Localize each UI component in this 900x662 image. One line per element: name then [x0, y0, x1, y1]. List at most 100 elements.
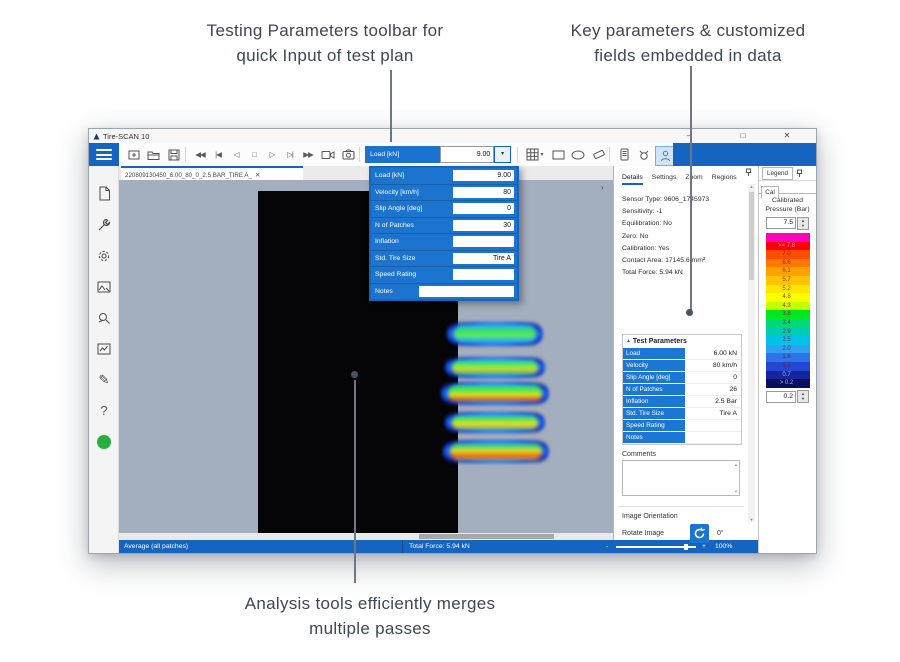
legend-max-input[interactable]: 7.5: [766, 217, 796, 229]
test-parameters-header[interactable]: ▲ Test Parameters: [623, 335, 741, 348]
annotation-line: quick Input of test plan: [236, 46, 414, 65]
test-parameter-value[interactable]: 80 km/h: [685, 360, 741, 372]
tab-settings[interactable]: Settings: [651, 174, 677, 181]
dropdown-row-input[interactable]: 0: [453, 203, 514, 215]
zoom-out-button[interactable]: -: [606, 543, 609, 550]
pin-icon[interactable]: [796, 169, 803, 178]
fast-forward-icon[interactable]: ▶▶: [303, 150, 314, 159]
rectangle-tool-button[interactable]: [549, 146, 567, 163]
tab-close-icon[interactable]: ✕: [254, 172, 261, 179]
rewind-icon[interactable]: ◀◀: [195, 150, 206, 159]
analysis-button[interactable]: [89, 302, 119, 333]
comments-textarea[interactable]: ▲ ▼: [622, 460, 740, 496]
scroll-down-icon[interactable]: ▼: [749, 517, 754, 522]
image-export-button[interactable]: [89, 271, 119, 302]
minimize-button[interactable]: –: [686, 131, 692, 140]
test-parameter-row: Std. Tire Size Tire A: [623, 408, 741, 420]
annotation-pointer-line: [390, 70, 392, 142]
grid-view-button[interactable]: ▾: [523, 146, 547, 163]
status-average-label: Average (all patches): [124, 543, 189, 550]
pin-icon[interactable]: [745, 168, 752, 177]
tab-details[interactable]: Details: [622, 174, 643, 185]
zoom-in-button[interactable]: +: [702, 543, 706, 550]
load-combo-input[interactable]: 9.00: [440, 146, 495, 163]
play-icon[interactable]: ▷: [269, 150, 276, 159]
close-button[interactable]: ✕: [783, 131, 791, 140]
step-forward-icon[interactable]: ▷|: [287, 150, 294, 159]
test-parameter-value[interactable]: [685, 420, 741, 432]
settings-button[interactable]: [89, 240, 119, 271]
user-profile-button[interactable]: [655, 145, 675, 166]
eraser-tool-button[interactable]: [589, 146, 607, 163]
dropdown-row-input[interactable]: [453, 236, 514, 248]
dropdown-row-label: Load [kN]: [375, 172, 405, 180]
snapshot-button[interactable]: [339, 146, 357, 163]
dropdown-row-input[interactable]: Tire A: [453, 252, 514, 264]
scrollbar-thumb[interactable]: [749, 192, 754, 280]
zoom-slider-thumb[interactable]: [684, 543, 688, 550]
grid-caret-icon[interactable]: ▾: [540, 152, 544, 158]
calibration-tool-button[interactable]: [635, 146, 653, 164]
test-parameter-value[interactable]: 0: [685, 372, 741, 384]
video-record-button[interactable]: [319, 146, 337, 163]
annotation-line: Key parameters & customized: [570, 21, 806, 40]
vertical-scrollbar[interactable]: ▲ ▼: [748, 184, 755, 522]
maximize-button[interactable]: □: [740, 131, 746, 140]
test-parameter-row: Load 6.00 kN: [623, 348, 741, 360]
open-file-button[interactable]: [145, 146, 163, 163]
gear-icon: [98, 250, 110, 261]
scrollbar-thumb[interactable]: [419, 534, 554, 539]
document-tab[interactable]: 220809130450_6.00_80_0_2.5 BAR_TIRE A_ ✕: [121, 166, 303, 182]
stop-icon[interactable]: □: [252, 150, 257, 159]
contact-patch: [445, 357, 545, 378]
test-parameter-value[interactable]: Tire A: [685, 408, 741, 420]
new-window-button[interactable]: [125, 146, 143, 163]
stepper-icon[interactable]: ▲ ▼: [797, 216, 809, 230]
test-parameter-value[interactable]: 26: [685, 384, 741, 396]
scroll-up-icon[interactable]: ▲: [749, 184, 754, 189]
tab-regions[interactable]: Regions: [711, 174, 737, 181]
horizontal-scrollbar[interactable]: [119, 533, 613, 540]
step-back-icon[interactable]: ◁: [233, 150, 240, 159]
stepper-icon[interactable]: ▲ ▼: [797, 390, 809, 404]
image-chart-button[interactable]: [89, 333, 119, 364]
load-combo-dropdown-button[interactable]: ▾: [494, 146, 511, 163]
dropdown-row-input[interactable]: 80: [453, 186, 514, 198]
divider: [618, 506, 744, 507]
legend-band-label: 0.7: [782, 371, 791, 378]
dropdown-row-input[interactable]: 30: [453, 219, 514, 231]
legend-min-input[interactable]: 0.2: [766, 390, 796, 403]
ellipse-tool-button[interactable]: [569, 146, 587, 163]
go-to-start-icon[interactable]: |◀: [215, 150, 222, 159]
collapse-icon[interactable]: ▲: [626, 338, 631, 344]
help-button[interactable]: ?: [89, 395, 119, 426]
test-parameter-label: Notes: [623, 432, 685, 444]
test-parameter-value[interactable]: 2.5 Bar: [685, 396, 741, 408]
legend-max-row: 7.5 ▲ ▼: [759, 216, 816, 230]
cal-tab[interactable]: Cal: [761, 186, 779, 199]
annotate-button[interactable]: ✎: [89, 364, 119, 395]
scan-canvas[interactable]: [119, 180, 613, 533]
dropdown-row-input[interactable]: [419, 285, 514, 297]
annotation-bottom: Analysis tools efficiently merges multip…: [190, 591, 550, 641]
tab-zoom[interactable]: Zoom: [685, 174, 703, 181]
save-button[interactable]: [165, 146, 183, 163]
rotate-angle-value: 0°: [717, 530, 724, 537]
rotate-image-button[interactable]: [690, 524, 709, 543]
dropdown-row-label: Notes: [375, 287, 393, 295]
dropdown-row-input[interactable]: [453, 269, 514, 281]
new-document-button[interactable]: [89, 178, 119, 209]
legend-tab[interactable]: Legend: [762, 166, 794, 180]
dropdown-row-input[interactable]: 9.00: [453, 170, 514, 182]
hamburger-menu-button[interactable]: [89, 143, 119, 166]
panel-collapse-arrow[interactable]: ›: [601, 183, 604, 192]
tools-button[interactable]: [89, 209, 119, 240]
test-parameter-row: Inflation 2.5 Bar: [623, 396, 741, 408]
dropdown-row: Std. Tire Size Tire A: [371, 251, 517, 267]
legend-band: 1.1: [765, 361, 810, 371]
sensor-device-button[interactable]: [615, 146, 633, 164]
toolbar-separator: [359, 147, 360, 162]
test-parameter-value[interactable]: 6.00 kN: [685, 348, 741, 360]
zoom-slider[interactable]: [616, 546, 696, 548]
test-parameter-value[interactable]: [685, 432, 741, 444]
